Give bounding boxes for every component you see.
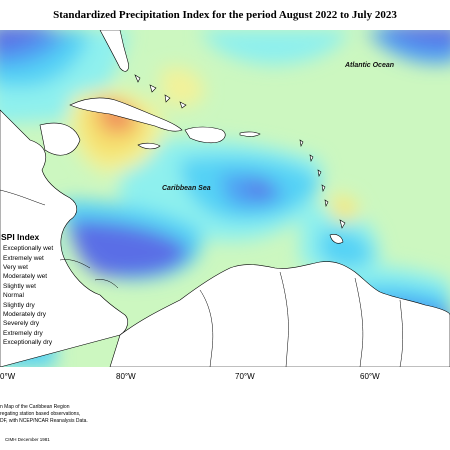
legend-label: Severely dry: [3, 320, 40, 328]
spi-field-blobs: [0, 30, 450, 367]
legend-rows: Exceptionally wet Extremely wet Very wet Mo…: [0, 244, 64, 347]
lon-tick-60w: 60°W: [360, 372, 380, 381]
legend-entry: Severely dry: [0, 319, 64, 328]
legend-label: Slightly dry: [3, 301, 35, 309]
legend-label: Normal: [3, 292, 24, 300]
footer-line-1: n Map of the Caribbean Region: [0, 404, 70, 410]
country-borders: [0, 189, 403, 367]
legend-entry: Extremely wet: [0, 253, 64, 262]
legend-entry: Slightly wet: [0, 282, 64, 291]
legend-entry: Extremely dry: [0, 329, 64, 338]
legend-entry: Slightly dry: [0, 300, 64, 309]
legend-title: SPI Index: [1, 232, 40, 242]
footer-line-2: regating station based observations,: [0, 410, 81, 417]
legend-label: Very wet: [3, 263, 28, 271]
legend-label: Moderately wet: [3, 273, 48, 281]
legend-label: Slightly wet: [3, 282, 36, 290]
legend-entry: Exceptionally dry: [0, 338, 64, 347]
spi-map-canvas: [0, 30, 450, 367]
legend-label: Exceptionally dry: [3, 339, 53, 347]
legend-label: Exceptionally wet: [3, 245, 54, 253]
legend-entry: Moderately dry: [0, 310, 64, 319]
lon-tick-80w: 80°W: [116, 372, 136, 381]
legend-entry: Moderately wet: [0, 272, 64, 281]
map-title: Standardized Precipitation Index for the…: [53, 9, 397, 21]
legend-entry: Normal: [0, 291, 64, 300]
legend-label: Extremely dry: [3, 329, 43, 337]
lon-tick-partial: 0°W: [0, 372, 16, 381]
legend-entry: Exceptionally wet: [0, 244, 64, 253]
atlantic-ocean-label: Atlantic Ocean: [345, 62, 395, 69]
spi-legend: SPI Index Exceptionally wet Extremely wet…: [0, 232, 64, 347]
footer-line-3: DF, with NCEP/NCAR Reanalysis Data.: [0, 417, 88, 424]
caribbean-sea-label: Caribbean Sea: [162, 185, 211, 192]
map-footer: n Map of the Caribbean Region regating s…: [0, 404, 88, 424]
lon-tick-70w: 70°W: [235, 372, 255, 381]
legend-entry: Very wet: [0, 263, 64, 272]
legend-label: Extremely wet: [3, 254, 44, 262]
land-masses: [0, 30, 450, 367]
spi-map: Atlantic Ocean Caribbean Sea: [0, 30, 450, 367]
legend-label: Moderately dry: [3, 310, 46, 318]
footer-credit: CIMH December 1981: [5, 437, 50, 442]
